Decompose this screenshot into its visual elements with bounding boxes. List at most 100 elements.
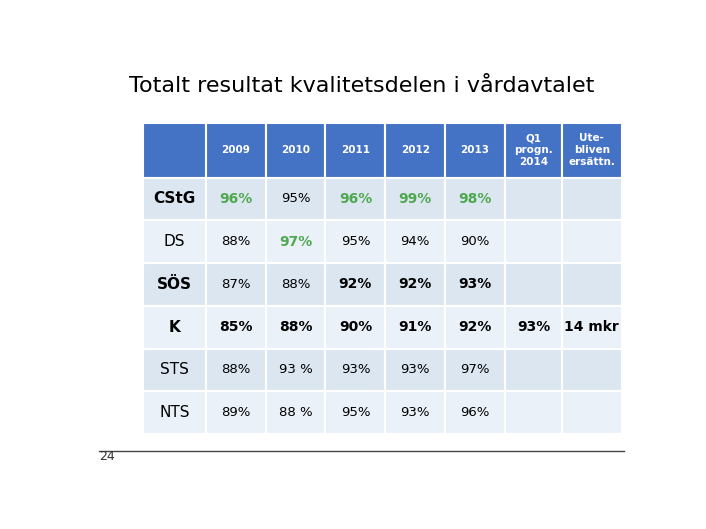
Text: SÖS: SÖS bbox=[157, 277, 192, 292]
Text: 95%: 95% bbox=[341, 235, 370, 248]
Bar bbox=[562, 306, 622, 349]
Bar bbox=[265, 391, 325, 434]
Bar bbox=[143, 263, 206, 306]
Bar bbox=[562, 349, 622, 391]
Bar bbox=[325, 306, 385, 349]
Bar bbox=[206, 391, 265, 434]
Text: 90%: 90% bbox=[460, 235, 490, 248]
Bar bbox=[562, 391, 622, 434]
Text: STS: STS bbox=[160, 362, 189, 378]
Bar bbox=[206, 306, 265, 349]
Bar bbox=[325, 349, 385, 391]
Bar bbox=[206, 349, 265, 391]
Text: 88%: 88% bbox=[221, 363, 251, 377]
Bar bbox=[385, 349, 445, 391]
Text: Q1
progn.
2014: Q1 progn. 2014 bbox=[514, 133, 553, 167]
Bar bbox=[325, 391, 385, 434]
Bar bbox=[562, 220, 622, 263]
Text: 88 %: 88 % bbox=[279, 406, 312, 419]
Text: 96%: 96% bbox=[460, 406, 490, 419]
Bar bbox=[562, 123, 622, 178]
Bar bbox=[265, 349, 325, 391]
Bar bbox=[265, 263, 325, 306]
Bar bbox=[143, 178, 206, 220]
Text: DS: DS bbox=[164, 234, 185, 249]
Bar bbox=[325, 263, 385, 306]
Bar bbox=[445, 306, 505, 349]
Text: CStG: CStG bbox=[153, 191, 196, 206]
Text: 93%: 93% bbox=[400, 363, 430, 377]
Bar bbox=[143, 220, 206, 263]
Bar bbox=[206, 178, 265, 220]
Text: 93%: 93% bbox=[517, 320, 550, 334]
Text: 87%: 87% bbox=[221, 278, 251, 291]
Bar bbox=[562, 178, 622, 220]
Bar bbox=[265, 306, 325, 349]
Text: 91%: 91% bbox=[399, 320, 432, 334]
Text: 97%: 97% bbox=[460, 363, 490, 377]
Text: 95%: 95% bbox=[281, 193, 311, 205]
Bar bbox=[325, 178, 385, 220]
Text: 2012: 2012 bbox=[401, 145, 430, 155]
Text: 92%: 92% bbox=[399, 277, 432, 291]
Text: 99%: 99% bbox=[399, 192, 432, 206]
Text: 88%: 88% bbox=[281, 278, 310, 291]
Bar bbox=[562, 263, 622, 306]
Text: 89%: 89% bbox=[221, 406, 251, 419]
Text: 90%: 90% bbox=[339, 320, 372, 334]
Bar bbox=[265, 123, 325, 178]
Text: 2013: 2013 bbox=[460, 145, 489, 155]
Text: 93%: 93% bbox=[400, 406, 430, 419]
Text: 93%: 93% bbox=[458, 277, 491, 291]
Text: 94%: 94% bbox=[400, 235, 430, 248]
Bar bbox=[505, 349, 562, 391]
Bar bbox=[385, 123, 445, 178]
Text: 2010: 2010 bbox=[281, 145, 310, 155]
Bar bbox=[206, 263, 265, 306]
Bar bbox=[143, 349, 206, 391]
Bar bbox=[445, 349, 505, 391]
Bar bbox=[385, 220, 445, 263]
Text: 92%: 92% bbox=[458, 320, 492, 334]
Bar bbox=[206, 220, 265, 263]
Text: NTS: NTS bbox=[159, 405, 190, 420]
Bar bbox=[385, 391, 445, 434]
Bar bbox=[445, 220, 505, 263]
Bar bbox=[505, 178, 562, 220]
Bar bbox=[325, 123, 385, 178]
Bar bbox=[445, 178, 505, 220]
Bar bbox=[505, 263, 562, 306]
Bar bbox=[385, 178, 445, 220]
Text: Ute-
bliven
ersättn.: Ute- bliven ersättn. bbox=[568, 133, 615, 167]
Bar bbox=[325, 220, 385, 263]
Text: 96%: 96% bbox=[339, 192, 372, 206]
Bar bbox=[265, 220, 325, 263]
Bar bbox=[505, 306, 562, 349]
Bar bbox=[445, 123, 505, 178]
Text: 14 mkr: 14 mkr bbox=[564, 320, 619, 334]
Text: 96%: 96% bbox=[219, 192, 252, 206]
Text: 97%: 97% bbox=[279, 235, 312, 249]
Text: 85%: 85% bbox=[219, 320, 253, 334]
Bar bbox=[143, 391, 206, 434]
Text: 2009: 2009 bbox=[221, 145, 250, 155]
Text: 93%: 93% bbox=[341, 363, 370, 377]
Text: 92%: 92% bbox=[339, 277, 372, 291]
Bar bbox=[385, 306, 445, 349]
Bar bbox=[505, 220, 562, 263]
Text: K: K bbox=[169, 320, 180, 335]
Bar bbox=[385, 263, 445, 306]
Bar bbox=[143, 306, 206, 349]
Text: 2011: 2011 bbox=[341, 145, 370, 155]
Bar bbox=[445, 263, 505, 306]
Text: 24: 24 bbox=[99, 450, 115, 463]
Bar bbox=[143, 123, 206, 178]
Text: 88%: 88% bbox=[221, 235, 251, 248]
Bar bbox=[505, 391, 562, 434]
Bar bbox=[505, 123, 562, 178]
Text: 98%: 98% bbox=[458, 192, 492, 206]
Bar bbox=[265, 178, 325, 220]
Text: 95%: 95% bbox=[341, 406, 370, 419]
Bar bbox=[206, 123, 265, 178]
Text: Totalt resultat kvalitetsdelen i vårdavtalet: Totalt resultat kvalitetsdelen i vårdavt… bbox=[129, 76, 594, 96]
